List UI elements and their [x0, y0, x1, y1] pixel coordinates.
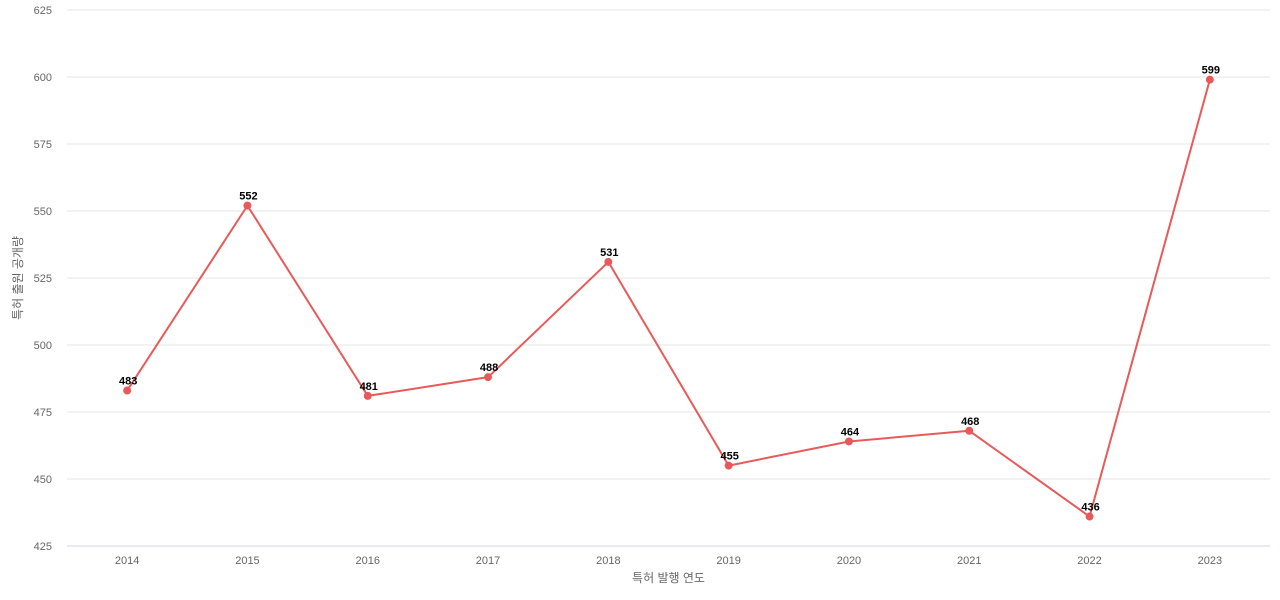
- grid-lines: [67, 9, 1270, 480]
- data-label: 488: [480, 362, 498, 374]
- y-tick-label: 600: [34, 72, 52, 84]
- data-label: 436: [1081, 502, 1099, 514]
- data-labels: 483 552 481 488 531 455 464 468 436 599: [119, 65, 1220, 514]
- data-label: 468: [961, 416, 979, 428]
- x-axis-ticks: 2014 2015 2016 2017 2018 2019 2020 2021 2022 2023: [115, 555, 1222, 567]
- data-label: 481: [360, 381, 378, 393]
- x-tick-label: 2014: [115, 555, 139, 567]
- data-point: [123, 386, 132, 395]
- data-point: [604, 257, 613, 266]
- x-tick-label: 2015: [235, 555, 259, 567]
- y-tick-label: 550: [34, 206, 52, 218]
- x-axis-title: 특허 발행 연도: [632, 570, 705, 585]
- x-tick-label: 2018: [596, 555, 620, 567]
- y-tick-label: 525: [34, 273, 52, 285]
- x-tick-label: 2020: [837, 555, 861, 567]
- x-tick-label: 2023: [1198, 555, 1222, 567]
- x-tick-label: 2019: [716, 555, 740, 567]
- data-point: [724, 461, 733, 470]
- data-label: 464: [841, 426, 860, 438]
- data-point: [1205, 75, 1214, 84]
- y-tick-label: 450: [34, 474, 52, 486]
- data-label: 552: [239, 191, 257, 203]
- y-tick-label: 575: [34, 139, 52, 151]
- y-axis-title: 특허 출원 공개량: [11, 236, 25, 320]
- data-point: [965, 426, 974, 435]
- data-label: 599: [1202, 65, 1220, 77]
- y-axis-ticks: 425 450 475 500 525 550 575 600 625: [34, 5, 52, 553]
- y-tick-label: 475: [34, 407, 52, 419]
- x-tick-label: 2021: [957, 555, 981, 567]
- data-label: 531: [600, 247, 618, 259]
- data-label: 483: [119, 376, 137, 388]
- x-tick-label: 2017: [476, 555, 500, 567]
- y-tick-label: 500: [34, 340, 52, 352]
- data-label: 455: [720, 451, 738, 463]
- y-tick-label: 625: [34, 5, 52, 17]
- data-point: [1085, 512, 1094, 521]
- x-tick-label: 2016: [356, 555, 380, 567]
- data-point: [844, 437, 853, 446]
- data-point: [484, 373, 493, 382]
- series-group: [123, 75, 1214, 521]
- x-tick-label: 2022: [1077, 555, 1101, 567]
- y-tick-label: 425: [34, 541, 52, 553]
- series-line: [126, 78, 1211, 518]
- data-point: [363, 391, 372, 400]
- data-point: [243, 201, 252, 210]
